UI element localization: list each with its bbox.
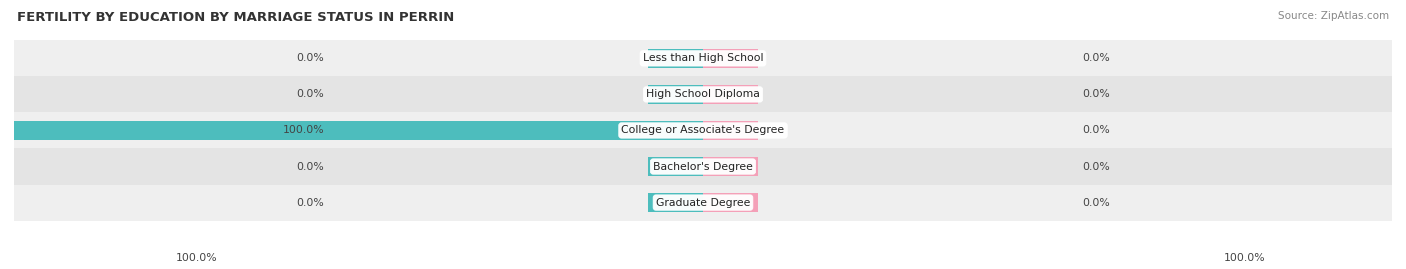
Bar [648,193,703,212]
Text: 0.0%: 0.0% [297,161,323,172]
Bar [14,112,1392,148]
Bar [14,185,1392,221]
Text: 0.0%: 0.0% [1083,161,1109,172]
Bar [14,148,1392,185]
Bar [648,49,703,68]
Text: 0.0%: 0.0% [297,197,323,208]
Text: 100.0%: 100.0% [176,253,218,263]
Bar [703,85,758,104]
Text: 0.0%: 0.0% [1083,125,1109,136]
Text: 0.0%: 0.0% [1083,197,1109,208]
Text: 0.0%: 0.0% [297,53,323,63]
Bar [648,157,703,176]
Text: Less than High School: Less than High School [643,53,763,63]
Bar [14,121,703,140]
Text: College or Associate's Degree: College or Associate's Degree [621,125,785,136]
Bar [14,40,1392,76]
Text: FERTILITY BY EDUCATION BY MARRIAGE STATUS IN PERRIN: FERTILITY BY EDUCATION BY MARRIAGE STATU… [17,11,454,24]
Text: High School Diploma: High School Diploma [647,89,759,100]
Text: 0.0%: 0.0% [1083,53,1109,63]
Text: 0.0%: 0.0% [297,89,323,100]
Text: 100.0%: 100.0% [1223,253,1265,263]
Text: 0.0%: 0.0% [1083,89,1109,100]
Bar [703,49,758,68]
Text: 100.0%: 100.0% [283,125,323,136]
Bar [703,157,758,176]
Text: Bachelor's Degree: Bachelor's Degree [652,161,754,172]
Text: Graduate Degree: Graduate Degree [655,197,751,208]
Bar [648,85,703,104]
Text: Source: ZipAtlas.com: Source: ZipAtlas.com [1278,11,1389,21]
Bar [703,193,758,212]
Bar [14,76,1392,112]
Bar [703,121,758,140]
